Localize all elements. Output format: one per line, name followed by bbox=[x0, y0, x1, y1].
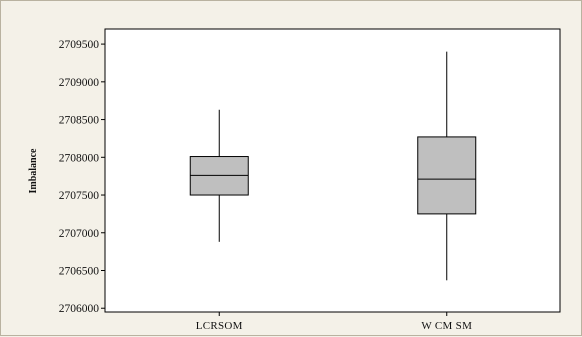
box-1 bbox=[189, 109, 249, 242]
y-tick-label: 2709500 bbox=[59, 39, 100, 51]
box-2 bbox=[417, 51, 477, 281]
y-tick-label: 2707000 bbox=[59, 228, 100, 240]
boxes-group bbox=[189, 51, 477, 281]
y-tick-label: 2709000 bbox=[59, 77, 100, 89]
y-axis: 2706000 2706500 2707000 2707500 2708000 27085… bbox=[59, 39, 105, 315]
y-tick-label: 2708000 bbox=[59, 152, 100, 164]
plot-area bbox=[104, 28, 561, 313]
y-tick-label: 2708500 bbox=[59, 115, 100, 127]
y-tick-label: 2706000 bbox=[59, 303, 100, 315]
y-tick-label: 2706500 bbox=[59, 265, 100, 277]
y-axis-title: Imbalance bbox=[28, 148, 39, 194]
x-axis: LCRSOM W CM SM bbox=[196, 312, 472, 332]
x-tick-label: LCRSOM bbox=[196, 320, 243, 332]
iqr-box bbox=[417, 136, 477, 215]
y-tick-label: 2707500 bbox=[59, 190, 100, 202]
x-tick-label: W CM SM bbox=[421, 320, 472, 332]
